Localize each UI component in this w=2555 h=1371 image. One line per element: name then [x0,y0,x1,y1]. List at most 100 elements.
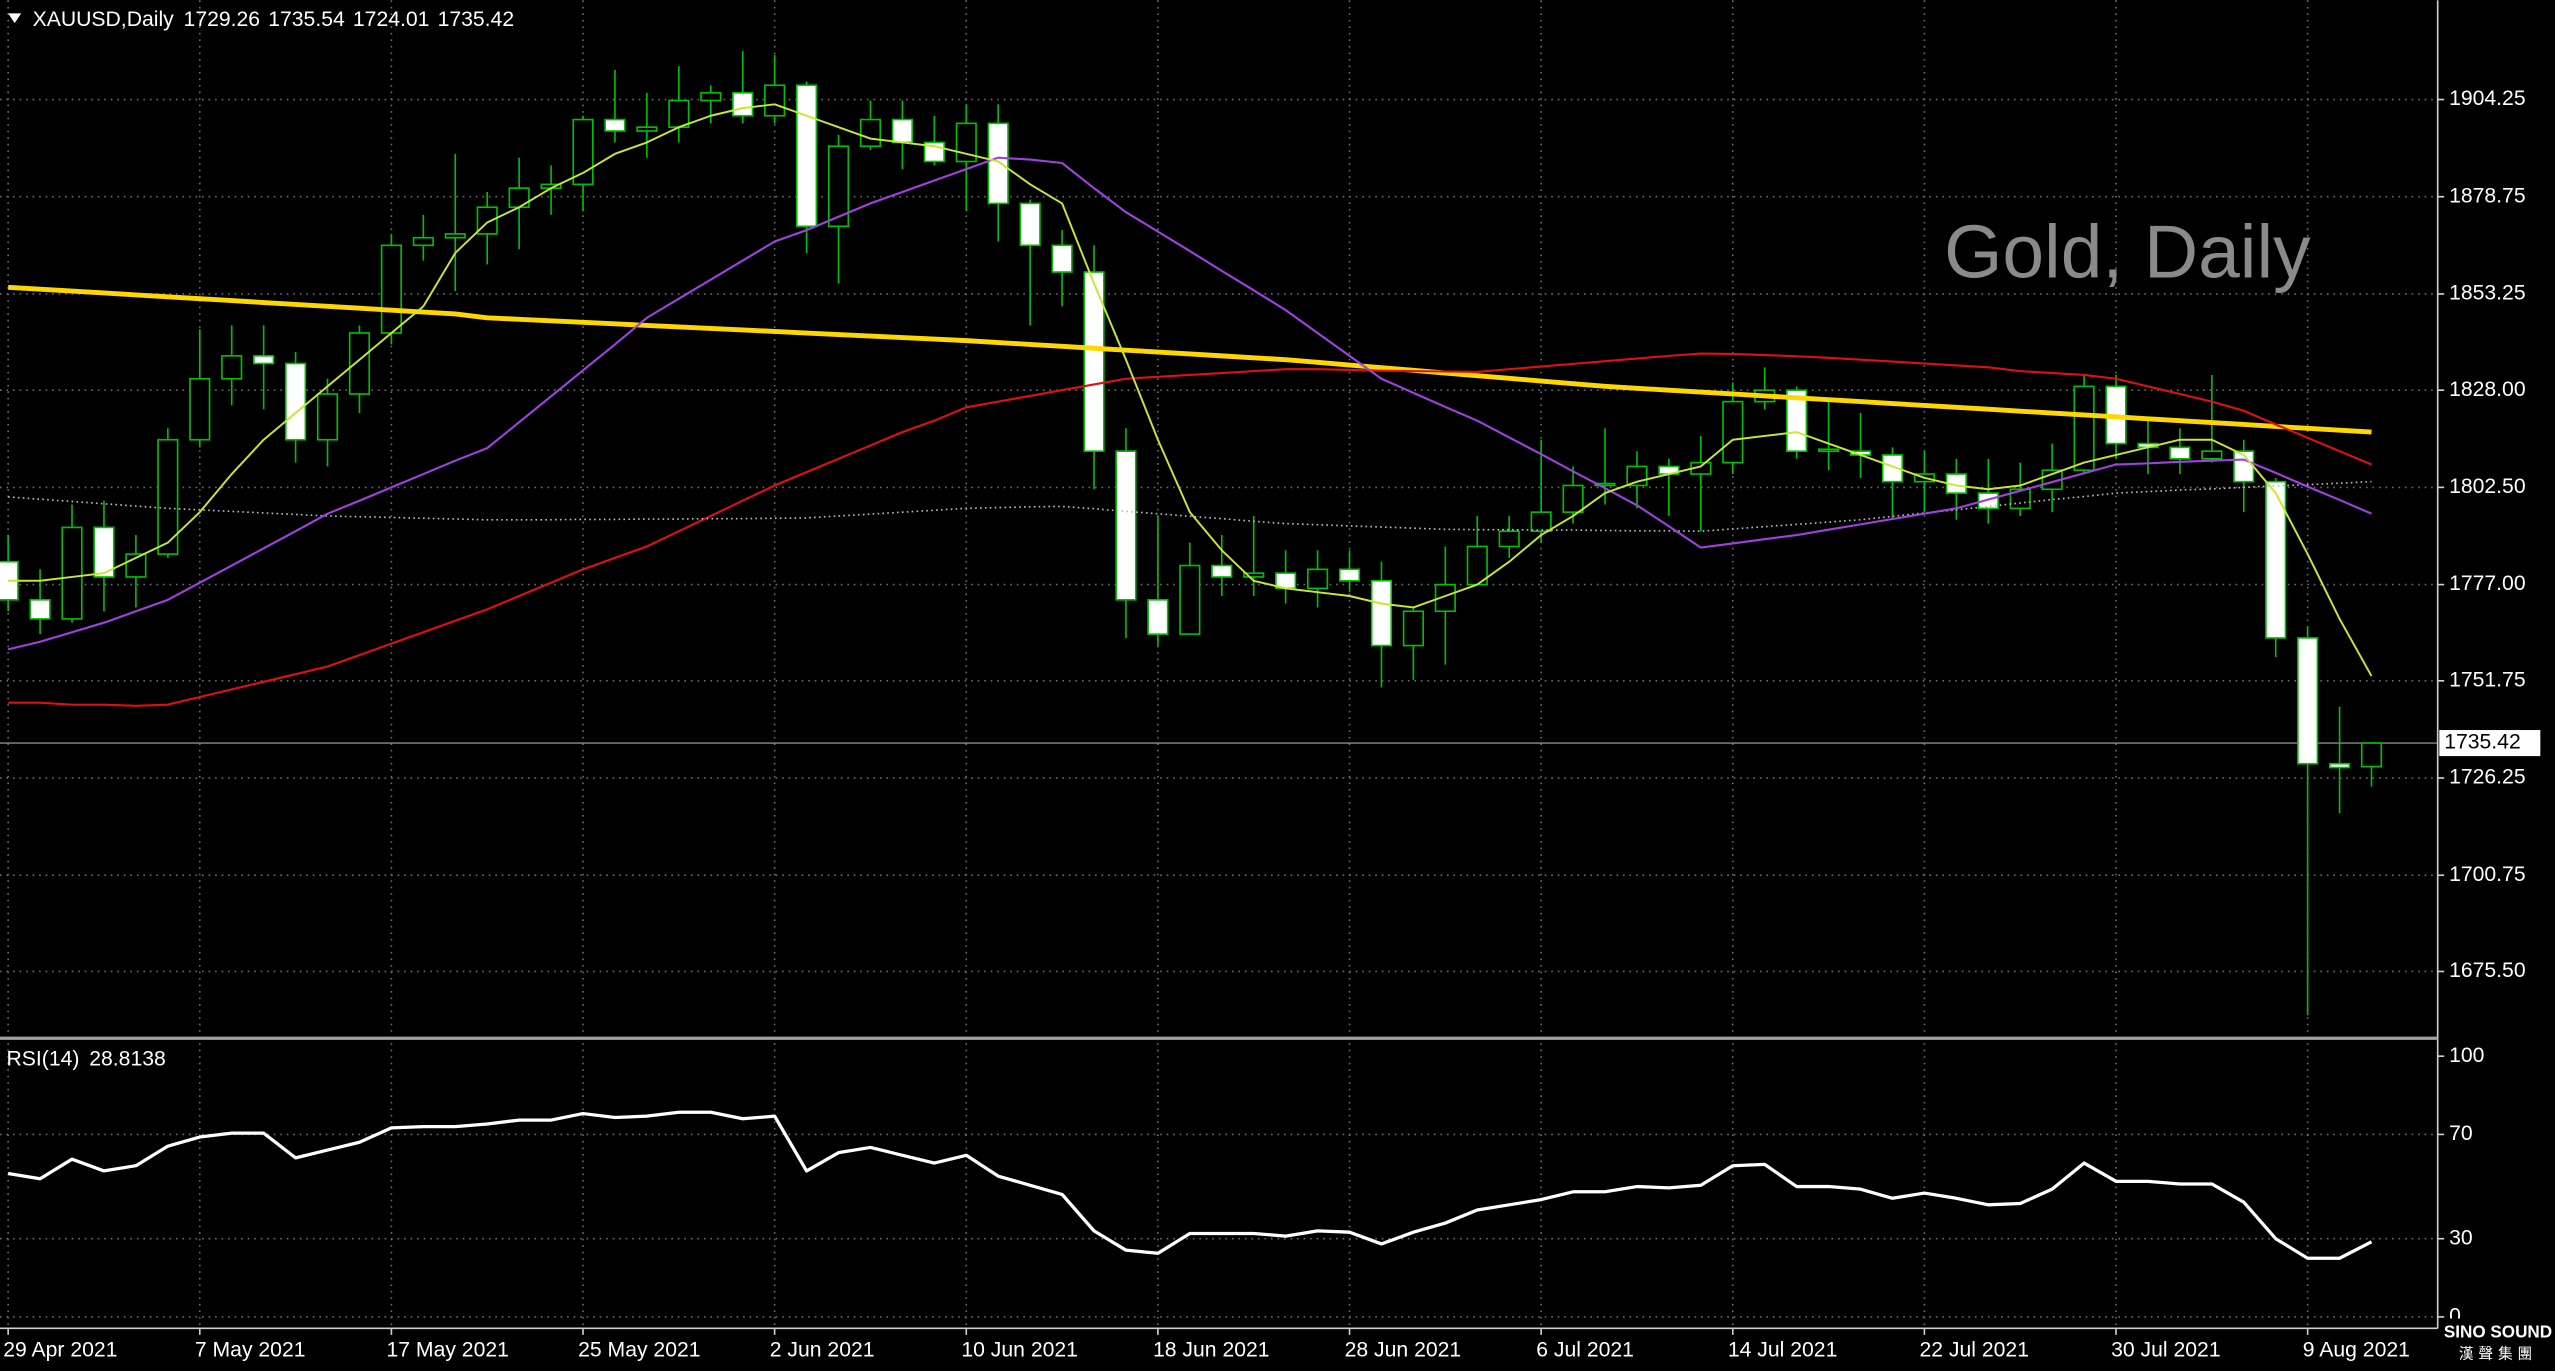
y-tick-label: 1751.75 [2449,668,2526,691]
candle-body [2265,480,2287,639]
y-tick-label: 1700.75 [2449,863,2526,886]
logo-subtext: 漢聲集團 [2459,1345,2537,1362]
x-tick-label: 9 Aug 2021 [2303,1339,2410,1362]
x-tick-label: 6 Jul 2021 [1536,1339,1634,1362]
moving-average-line [8,103,2373,677]
candle-body [2169,446,2191,460]
x-tick-label: 25 May 2021 [578,1339,700,1362]
candle-body [316,393,339,441]
x-tick-label: 2 Jun 2021 [770,1339,875,1362]
plot-layer [0,50,2383,1016]
candle-body [1051,244,1073,273]
candle-body [1402,610,1424,647]
candle-body [93,526,115,578]
candle-body [604,118,626,132]
x-tick-label: 28 Jun 2021 [1345,1339,1462,1362]
candle-body [636,126,658,132]
candle-body [1594,482,1616,487]
candle-body [189,377,211,441]
rsi-title: RSI(14) [7,1047,80,1070]
candle-body [827,145,850,228]
candle-body [891,118,913,144]
x-tick-label: 7 May 2021 [195,1339,306,1362]
candle-body [61,526,83,620]
candle-body [508,187,530,209]
candle-body [29,599,51,620]
candle-body [1179,564,1201,635]
candle-body [2201,450,2223,460]
candle-body [412,236,434,247]
candle-body [1243,572,1265,578]
y-tick-label: 30 [2449,1226,2473,1249]
y-tick-label: 1802.50 [2449,475,2526,498]
candle-body [253,355,275,365]
candle-body [2360,742,2383,768]
candle-body [668,99,690,128]
candle-body [1722,400,1744,464]
candle-body [1115,450,1137,601]
candle-body [2073,385,2095,472]
candle-body [764,84,786,117]
candle-body [284,362,307,441]
x-tick-label: 30 Jul 2021 [2111,1339,2220,1362]
moving-average-line [8,352,2372,707]
logo-background [2442,1318,2555,1371]
candle-body [732,92,754,117]
candle-body [1498,530,1520,548]
moving-average-line [8,480,2372,533]
candle-body [221,355,243,380]
x-tick-label: 10 Jun 2021 [961,1339,1078,1362]
collapse-arrow-icon[interactable] [8,13,22,24]
candle-body [1211,564,1233,578]
y-tick-label: 1853.25 [2449,282,2526,305]
chart-header: XAUUSD,Daily 1729.26 1735.54 1724.01 1735.42 [33,7,515,30]
candle-body [1977,492,1999,510]
candle-body [348,332,371,395]
rsi-value: 28.8138 [89,1047,166,1070]
y-tick-label: 1726.25 [2449,766,2526,789]
x-tick-label: 14 Jul 2021 [1728,1339,1837,1362]
candle-body [1019,202,1041,247]
x-tick-label: 22 Jul 2021 [1920,1339,2029,1362]
current-price-box [2439,730,2541,757]
y-tick-label: 1777.00 [2449,572,2526,595]
y-tick-label: 0 [2449,1305,2461,1328]
y-tick-label: 1828.00 [2449,378,2526,401]
candle-body [1786,389,1808,452]
candle-body [1370,579,1393,647]
candle-body [1434,583,1456,613]
logo: SINO SOUND 漢聲集團 [2442,1318,2555,1371]
y-tick-label: 1675.50 [2449,959,2526,982]
open-price: 1729.26 [184,7,261,30]
x-tick-label: 17 May 2021 [387,1339,509,1362]
symbol-title: XAUUSD,Daily [33,7,175,30]
candle-body [1147,599,1169,635]
y-tick-label: 1878.75 [2449,184,2526,207]
close-price: 1735.42 [438,7,515,30]
y-tick-label: 100 [2449,1044,2484,1067]
candle-body [1306,568,1329,590]
candle-body [2328,762,2351,769]
moving-average-line [7,156,2372,651]
high-price: 1735.54 [268,7,345,30]
candle-body [1562,484,1584,513]
x-tick-label: 29 Apr 2021 [3,1339,117,1362]
moving-average-line [8,284,2372,435]
rsi-header: RSI(14) 28.8138 [7,1047,166,1070]
indicator-layer [7,103,2373,1260]
candle-body [1338,568,1361,582]
candle-body [1881,454,1904,483]
candle-body [859,118,882,148]
candle-body [795,84,818,228]
low-price: 1724.01 [353,7,430,30]
x-tick-label: 18 Jun 2021 [1153,1339,1270,1362]
candle-body [444,233,466,239]
current-price-label: 1735.42 [2444,731,2521,754]
candle-body [380,244,402,334]
candle-body [157,438,179,555]
candle-body [700,92,722,102]
y-tick-label: 70 [2449,1122,2473,1145]
label-layer: 1904.25 1878.75 1853.25 1828.00 1802.50 1777.… [3,87,2541,1362]
